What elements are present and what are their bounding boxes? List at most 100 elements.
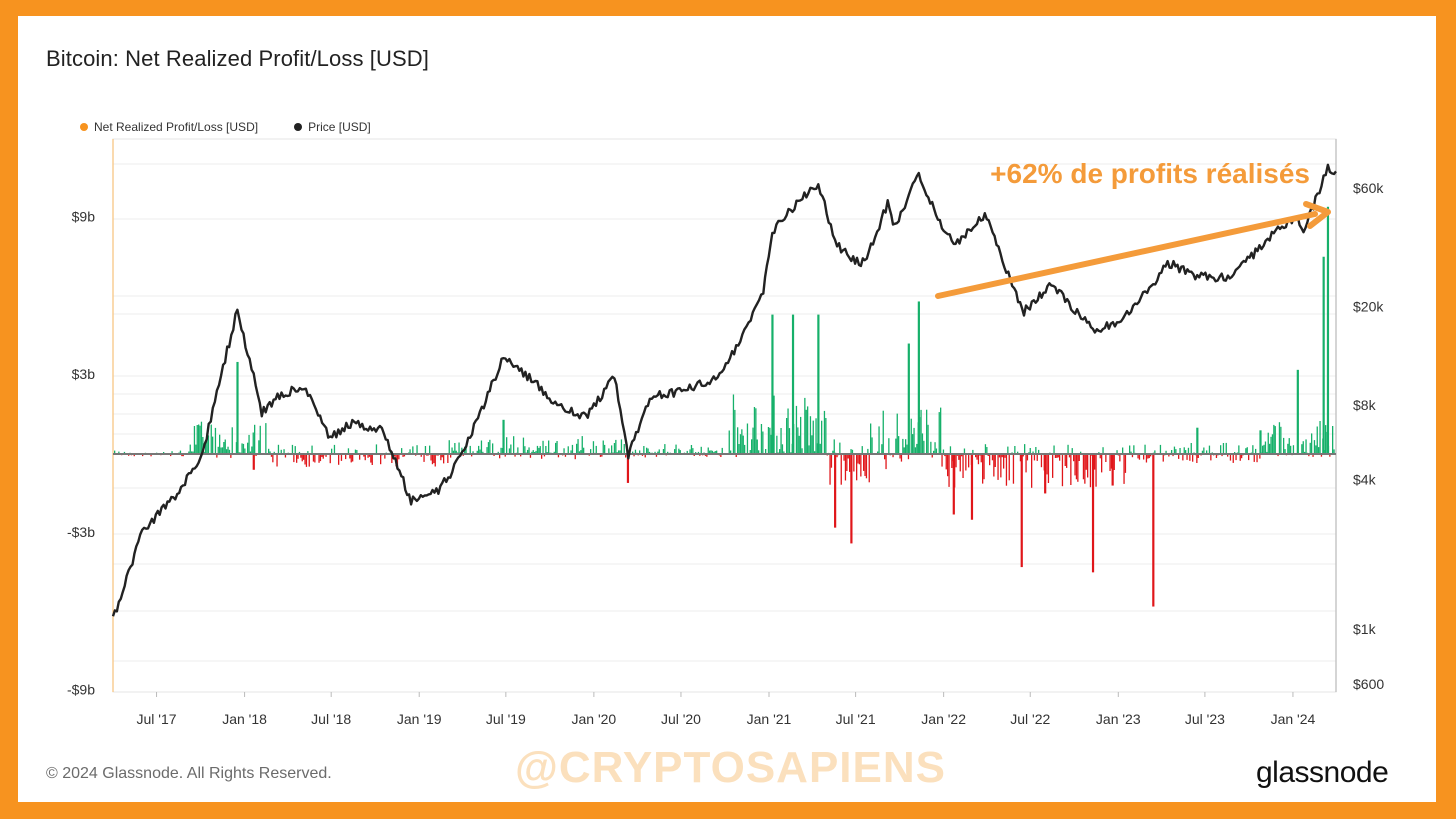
nrpl-bar <box>689 449 691 454</box>
nrpl-bar <box>1162 454 1164 462</box>
nrpl-bar <box>1074 454 1076 476</box>
nrpl-bar <box>398 454 400 460</box>
nrpl-bar <box>923 440 925 454</box>
nrpl-spike-16 <box>1111 454 1114 486</box>
nrpl-bar <box>1000 454 1002 478</box>
nrpl-bar <box>752 427 754 454</box>
legend-label-nrpl: Net Realized Profit/Loss [USD] <box>94 120 259 134</box>
legend-item-price[interactable]: Price [USD] <box>294 120 371 134</box>
nrpl-bar <box>991 454 994 461</box>
legend-label-price: Price [USD] <box>308 120 371 134</box>
nrpl-bar <box>885 454 887 470</box>
nrpl-bar <box>983 454 985 480</box>
nrpl-bar <box>1145 454 1148 463</box>
nrpl-bar <box>308 454 310 467</box>
nrpl-bar <box>762 431 764 454</box>
nrpl-bar <box>479 449 481 454</box>
nrpl-bar <box>367 454 369 458</box>
nrpl-bar <box>403 454 406 457</box>
nrpl-bar <box>1131 454 1134 458</box>
nrpl-bar <box>545 446 547 454</box>
nrpl-bar <box>877 451 879 454</box>
footer-copyright: © 2024 Glassnode. All Rights Reserved. <box>46 765 332 782</box>
nrpl-bar <box>780 428 782 454</box>
nrpl-bar <box>1147 454 1149 459</box>
nrpl-bar <box>769 427 771 454</box>
nrpl-bar <box>226 449 228 454</box>
nrpl-bar <box>1292 445 1295 454</box>
nrpl-bar <box>1122 447 1124 454</box>
nrpl-bar <box>830 454 833 468</box>
nrpl-bar <box>220 447 222 454</box>
y-right-label-2: $8k <box>1353 397 1377 413</box>
nrpl-bar <box>363 454 365 457</box>
nrpl-bar <box>770 434 772 454</box>
nrpl-bar <box>469 445 471 454</box>
nrpl-bar <box>248 434 250 454</box>
nrpl-bar <box>836 454 838 458</box>
nrpl-bar <box>1138 454 1141 460</box>
nrpl-bar <box>1029 448 1031 454</box>
nrpl-bar <box>228 449 231 454</box>
nrpl-bar <box>690 445 693 454</box>
nrpl-bar <box>592 441 595 454</box>
nrpl-bar <box>959 454 961 472</box>
nrpl-bar <box>1165 450 1167 454</box>
nrpl-bar <box>1171 450 1173 454</box>
nrpl-bar <box>300 454 302 458</box>
nrpl-bar <box>142 454 144 457</box>
nrpl-bar <box>1206 450 1208 454</box>
nrpl-bar <box>1109 454 1111 471</box>
nrpl-bar <box>482 451 484 454</box>
nrpl-bar <box>1110 454 1113 469</box>
nrpl-bar <box>1036 454 1038 461</box>
nrpl-bar <box>354 449 357 454</box>
nrpl-bar <box>1318 447 1320 454</box>
nrpl-bar <box>1185 450 1187 454</box>
x-tick-label-4: Jul '19 <box>486 711 526 727</box>
legend-item-nrpl[interactable]: Net Realized Profit/Loss [USD] <box>80 120 258 134</box>
nrpl-bar <box>564 454 567 457</box>
nrpl-bar <box>368 454 371 457</box>
nrpl-bar <box>350 454 352 463</box>
nrpl-bar <box>1182 454 1184 461</box>
nrpl-bar <box>934 442 936 454</box>
annotation-arrow-head <box>1303 201 1331 229</box>
nrpl-bar <box>241 443 243 454</box>
nrpl-bar <box>1073 454 1075 462</box>
nrpl-bar <box>728 430 730 454</box>
nrpl-bar <box>528 447 530 454</box>
nrpl-bar <box>321 454 323 457</box>
nrpl-bar <box>692 448 694 454</box>
nrpl-bar <box>133 454 135 457</box>
nrpl-bar <box>1129 445 1131 454</box>
nrpl-bar <box>737 427 739 454</box>
nrpl-bar <box>1150 454 1152 457</box>
nrpl-bar <box>914 447 917 454</box>
nrpl-bar <box>1025 454 1027 473</box>
x-tick-label-8: Jul '21 <box>836 711 876 727</box>
nrpl-bar <box>1095 454 1097 487</box>
nrpl-bar <box>868 454 870 483</box>
nrpl-bar <box>1271 434 1274 454</box>
nrpl-bar <box>269 451 271 454</box>
nrpl-bar <box>409 449 411 454</box>
glassnode-logo[interactable]: glassnode <box>1256 756 1389 789</box>
nrpl-spike-11 <box>952 454 955 515</box>
nrpl-bar <box>611 445 613 454</box>
nrpl-bar <box>578 451 581 454</box>
nrpl-bar <box>577 439 579 454</box>
nrpl-bar <box>231 427 233 454</box>
nrpl-bar <box>499 454 501 459</box>
chart-card: Bitcoin: Net Realized Profit/Loss [USD] … <box>18 16 1436 802</box>
nrpl-bar <box>602 440 604 454</box>
nrpl-bar <box>1288 438 1290 454</box>
nrpl-bar <box>994 454 996 467</box>
nrpl-bar <box>1033 454 1036 461</box>
nrpl-bar <box>1031 454 1033 488</box>
nrpl-bar <box>907 454 910 460</box>
nrpl-bar <box>476 450 478 454</box>
nrpl-bar <box>860 454 862 477</box>
nrpl-bar <box>734 409 736 454</box>
nrpl-bar <box>700 446 702 454</box>
